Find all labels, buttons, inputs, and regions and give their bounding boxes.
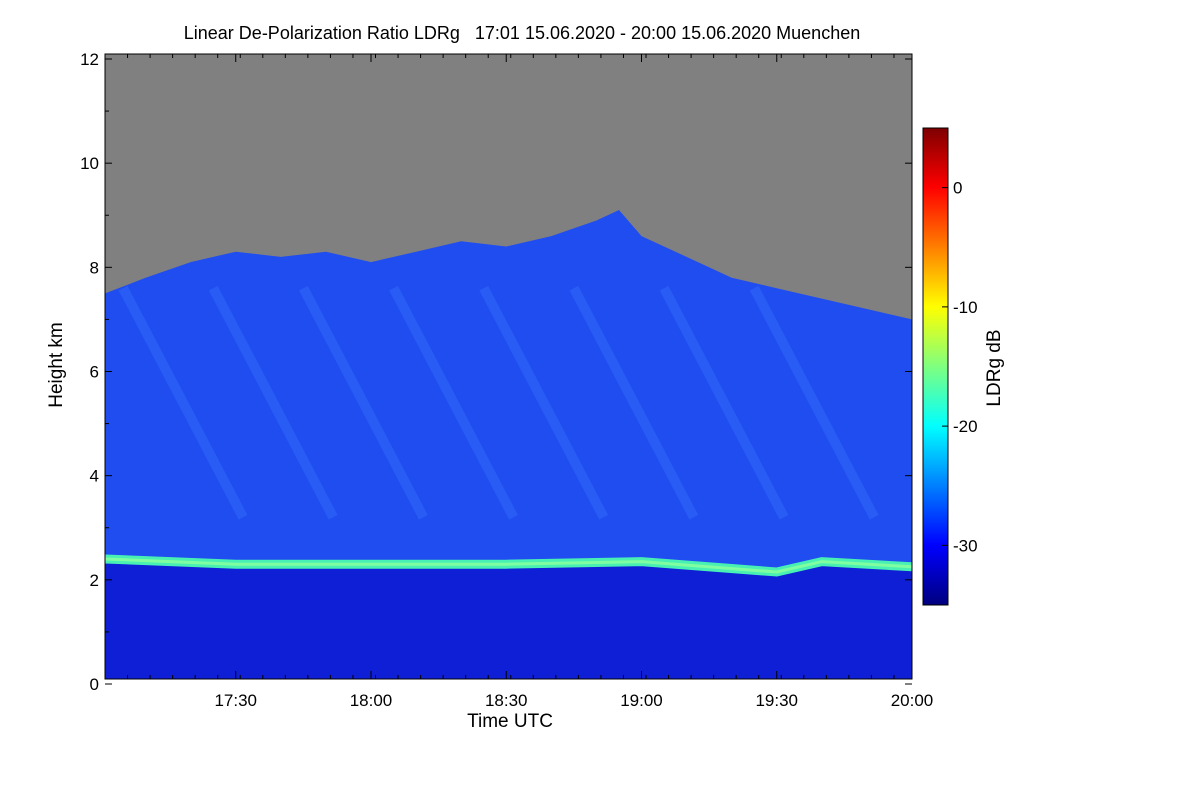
colorbar: 0 -10 -20 -30 LDRg dB xyxy=(922,127,1005,606)
y-tick-label: 8 xyxy=(90,258,99,277)
fallstreak xyxy=(298,285,428,520)
x-tick-label: 19:00 xyxy=(620,691,663,710)
chart-title: Linear De-Polarization Ratio LDRg 17:01 … xyxy=(184,23,860,43)
plot-area xyxy=(105,54,912,679)
colorbar-tick-label: 0 xyxy=(953,179,962,198)
colorbar-tick-label: -30 xyxy=(953,536,978,555)
boundary-layer-region xyxy=(105,563,912,679)
x-tick-label: 17:30 xyxy=(214,691,257,710)
plot-frame xyxy=(104,53,913,680)
y-axis: 0 2 4 6 8 10 12 xyxy=(80,50,912,694)
x-axis-label: Time UTC xyxy=(467,711,553,732)
y-tick-label: 12 xyxy=(80,50,99,69)
x-tick-label: 20:00 xyxy=(891,691,934,710)
y-tick-label: 10 xyxy=(80,154,99,173)
fallstreak xyxy=(208,285,338,520)
y-tick-label: 0 xyxy=(90,675,99,694)
y-tick-label: 6 xyxy=(90,363,99,382)
colorbar-label: LDRg dB xyxy=(984,329,1005,406)
colorbar-tick-label: -20 xyxy=(953,417,978,436)
fallstreak xyxy=(749,285,879,520)
x-tick-label: 18:00 xyxy=(350,691,393,710)
colorbar-tick-label: -10 xyxy=(953,298,978,317)
x-axis: 17:30 18:00 18:30 19:00 19:30 20:00 xyxy=(104,54,934,710)
melting-layer-core xyxy=(105,557,912,574)
y-tick-label: 4 xyxy=(90,467,99,486)
fallstreak xyxy=(389,285,518,520)
fallstreak xyxy=(569,285,699,520)
fallstreak xyxy=(659,285,789,520)
fallstreak xyxy=(479,285,609,520)
fallstreak xyxy=(118,285,248,520)
y-tick-label: 2 xyxy=(90,571,99,590)
colorbar-gradient xyxy=(922,127,949,606)
x-tick-label: 18:30 xyxy=(485,691,528,710)
y-axis-label: Height km xyxy=(46,322,67,408)
fallstreaks xyxy=(118,285,879,520)
x-tick-label: 19:30 xyxy=(755,691,798,710)
